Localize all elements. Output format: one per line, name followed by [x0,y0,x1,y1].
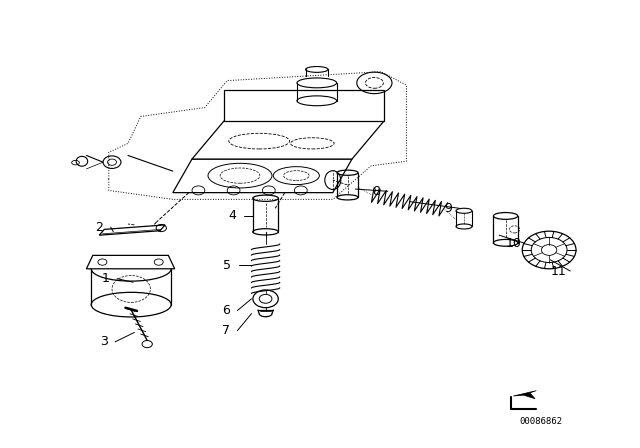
Text: 00086862: 00086862 [519,417,563,426]
Polygon shape [513,391,536,399]
Polygon shape [86,255,175,269]
Polygon shape [173,159,352,193]
Text: 3: 3 [100,335,108,349]
Text: 2: 2 [95,220,103,234]
Text: 5: 5 [223,258,231,272]
Text: 9: 9 [444,202,452,215]
Text: 4: 4 [228,209,236,223]
Text: 7: 7 [222,324,230,337]
Polygon shape [192,121,384,159]
Text: 10: 10 [506,237,521,250]
Polygon shape [224,90,384,121]
Ellipse shape [259,294,272,303]
Text: 6: 6 [222,304,230,317]
Text: 11: 11 [551,264,566,278]
Polygon shape [99,225,165,235]
Text: 1: 1 [102,272,109,285]
Text: 8: 8 [372,185,380,198]
